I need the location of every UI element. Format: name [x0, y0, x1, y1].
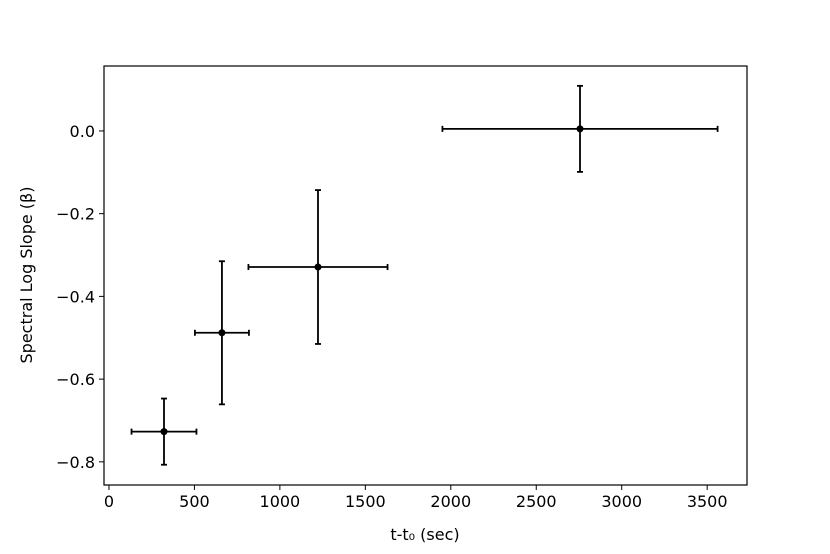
x-tick-label: 0 — [104, 492, 114, 511]
y-tick-label: −0.6 — [56, 370, 95, 389]
plot-frame — [103, 65, 748, 486]
x-tick-label: 3500 — [687, 492, 728, 511]
y-tick-label: −0.8 — [56, 453, 95, 472]
data-point — [160, 428, 168, 436]
y-axis-label: Spectral Log Slope (β) — [17, 187, 36, 364]
x-tick-label: 2000 — [430, 492, 471, 511]
y-tick-label: 0.0 — [70, 122, 95, 141]
y-tick-label: −0.4 — [56, 287, 95, 306]
x-tick-label: 3000 — [601, 492, 642, 511]
x-tick-label: 1000 — [260, 492, 301, 511]
x-tick-label: 500 — [179, 492, 210, 511]
x-axis-label: t-t₀ (sec) — [390, 525, 459, 544]
x-tick-label: 1500 — [345, 492, 386, 511]
x-tick-label: 2500 — [516, 492, 557, 511]
data-point — [218, 329, 226, 337]
y-tick-label: −0.2 — [56, 205, 95, 224]
data-point — [314, 263, 322, 271]
data-point — [576, 125, 584, 133]
